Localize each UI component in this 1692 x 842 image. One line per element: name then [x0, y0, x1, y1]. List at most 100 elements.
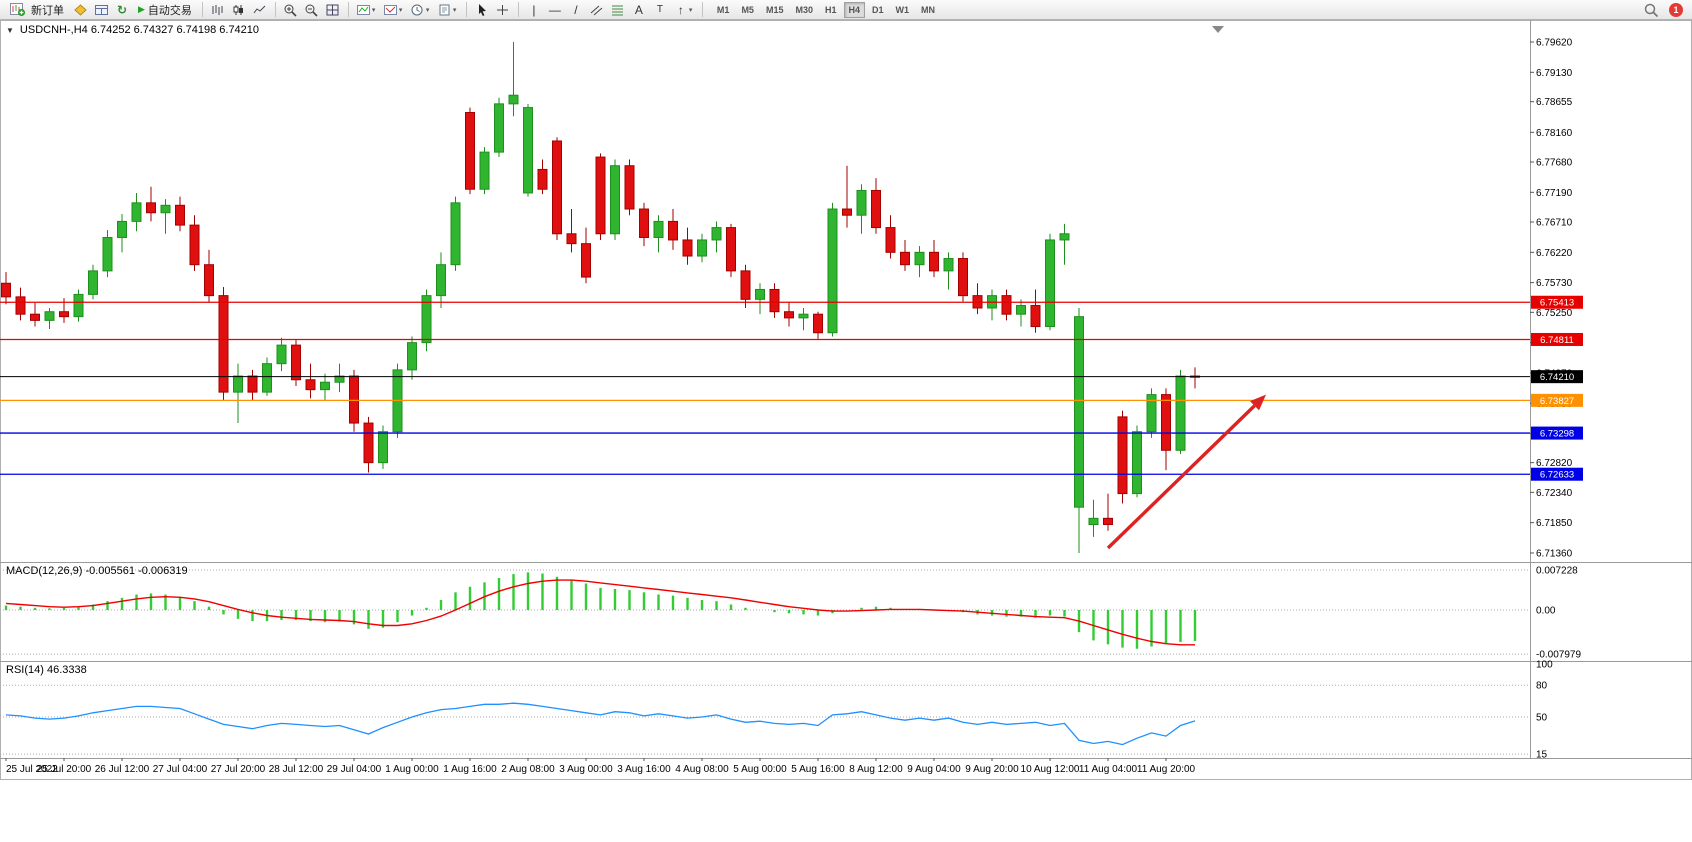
timeframe-mn[interactable]: MN — [921, 4, 936, 15]
line-chart-icon[interactable] — [250, 1, 270, 19]
candle-body — [929, 251, 939, 272]
candle-body — [900, 251, 910, 266]
candle-body — [726, 227, 736, 272]
periods-icon[interactable] — [408, 1, 428, 19]
text-icon[interactable]: A — [634, 2, 643, 17]
rsi-panel[interactable]: 100 80 50 15 — [0, 660, 1553, 761]
timeframe-h1[interactable]: H1 — [824, 4, 837, 15]
chart-shift-marker[interactable] — [1212, 26, 1224, 33]
candle-body — [697, 239, 707, 257]
chart-window: 6.79620 6.79130 6.78655 6.78160 6.77680 6.771… — [0, 20, 1692, 780]
svg-text:5 Aug 00:00: 5 Aug 00:00 — [733, 764, 787, 775]
candle-body — [958, 258, 968, 297]
candle-body — [595, 156, 606, 235]
price-badge-text: 6.75413 — [1540, 298, 1574, 309]
svg-text:0.00: 0.00 — [1536, 606, 1556, 617]
candles[interactable] — [1, 42, 1200, 553]
price-chart[interactable]: 6.79620 6.79130 6.78655 6.78160 6.77680 6.771… — [0, 20, 1692, 780]
svg-text:10 Aug 12:00: 10 Aug 12:00 — [1021, 764, 1080, 775]
crosshair-icon[interactable] — [493, 1, 513, 19]
toolbar-separator — [347, 2, 349, 17]
candle-body — [44, 311, 55, 321]
timeframe-d1[interactable]: D1 — [872, 4, 884, 15]
chevron-down-icon[interactable]: ▾ — [398, 6, 403, 14]
timeframe-m15[interactable]: M15 — [765, 4, 784, 15]
trendline-icon[interactable]: / — [574, 2, 578, 17]
arrows-icon[interactable]: ↑ — [677, 2, 684, 17]
candle-body — [189, 224, 200, 266]
candle-body — [73, 293, 84, 318]
candle-body — [146, 202, 156, 214]
price-badge-text: 6.74811 — [1540, 335, 1574, 346]
svg-text:6.76220: 6.76220 — [1536, 248, 1573, 259]
chevron-down-icon[interactable]: ▾ — [688, 6, 693, 14]
candle-body — [494, 103, 504, 153]
macd-panel[interactable]: 0.007228 0.00 -0.007979 — [0, 566, 1581, 661]
indicators-icon[interactable] — [354, 1, 374, 19]
trend-arrow[interactable] — [1106, 394, 1266, 550]
search-icon[interactable] — [1641, 1, 1661, 19]
candle-body — [378, 431, 388, 464]
chart-symbol-header: ▼ USDCNH-,H4 6.74252 6.74327 6.74198 6.7… — [6, 24, 259, 36]
candle-body — [566, 233, 577, 245]
main-toolbar: 新订单 ↻ ▶ 自动交易 ▾ ▾ ▾ ▾ — [0, 0, 1692, 20]
new-order-label: 新订单 — [31, 4, 64, 17]
candle-body — [175, 204, 185, 226]
candle-body — [349, 375, 359, 424]
toolbar-separator — [517, 2, 519, 17]
price-badge-text: 6.74210 — [1540, 372, 1574, 383]
zoom-in-icon[interactable] — [281, 1, 301, 19]
chevron-down-icon[interactable]: ▾ — [371, 6, 376, 14]
candle-body — [262, 363, 272, 393]
candlestick-chart-icon[interactable] — [229, 1, 249, 19]
candle-body — [798, 313, 809, 319]
label-icon[interactable]: T — [656, 3, 663, 15]
candle-body — [233, 375, 243, 393]
candle-body — [1088, 517, 1099, 526]
data-window-icon[interactable] — [91, 1, 111, 19]
vertical-line-icon[interactable]: | — [532, 2, 536, 17]
candle-body — [813, 313, 823, 334]
objects-icon[interactable] — [381, 1, 401, 19]
svg-text:6.77680: 6.77680 — [1536, 158, 1573, 169]
templates-icon[interactable] — [435, 1, 455, 19]
timeframe-m30[interactable]: M30 — [795, 4, 813, 15]
metaeditor-icon[interactable] — [70, 1, 90, 19]
candle-body — [1175, 375, 1186, 451]
price-badge — [1531, 295, 1583, 309]
price-badge-text: 6.72633 — [1540, 470, 1574, 481]
candle-body — [856, 189, 867, 216]
horizontal-lines[interactable]: 6.75413 6.74811 6.74210 6.73827 6.73298 6.726… — [0, 295, 1583, 481]
timeframe-w1[interactable]: W1 — [895, 4, 910, 15]
timeframe-m1[interactable]: M1 — [716, 4, 730, 15]
cursor-icon[interactable] — [472, 1, 492, 19]
collapse-triangle-icon[interactable]: ▼ — [6, 25, 14, 35]
tile-windows-icon[interactable] — [323, 1, 343, 19]
channel-icon[interactable] — [587, 1, 607, 19]
candle-body — [59, 311, 69, 318]
svg-text:27 Jul 04:00: 27 Jul 04:00 — [153, 764, 208, 775]
horizontal-line-icon[interactable]: — — [548, 2, 561, 17]
svg-text:3 Aug 00:00: 3 Aug 00:00 — [559, 764, 613, 775]
zoom-out-icon[interactable] — [302, 1, 322, 19]
autotrading-play-icon: ▶ — [138, 4, 145, 14]
candle-body — [653, 220, 664, 238]
timeframe-m5[interactable]: M5 — [741, 4, 754, 15]
svg-text:28 Jul 12:00: 28 Jul 12:00 — [269, 764, 324, 775]
chevron-down-icon[interactable]: ▾ — [425, 6, 430, 14]
candle-body — [624, 165, 635, 210]
new-order-button[interactable]: 新订单 — [3, 1, 69, 19]
candle-body — [1161, 394, 1171, 451]
autotrading-button[interactable]: ▶ 自动交易 — [133, 1, 197, 19]
chevron-down-icon[interactable]: ▾ — [452, 6, 457, 14]
svg-text:6.79620: 6.79620 — [1536, 38, 1573, 49]
candle-body — [552, 140, 562, 235]
bar-chart-icon[interactable] — [208, 1, 228, 19]
timeframe-h4[interactable]: H4 — [843, 1, 866, 18]
notification-badge[interactable]: 1 — [1669, 2, 1683, 17]
candle-body — [1059, 233, 1070, 241]
svg-text:0.007228: 0.007228 — [1536, 566, 1578, 577]
refresh-icon[interactable]: ↻ — [116, 2, 128, 17]
fibonacci-icon[interactable] — [608, 1, 628, 19]
